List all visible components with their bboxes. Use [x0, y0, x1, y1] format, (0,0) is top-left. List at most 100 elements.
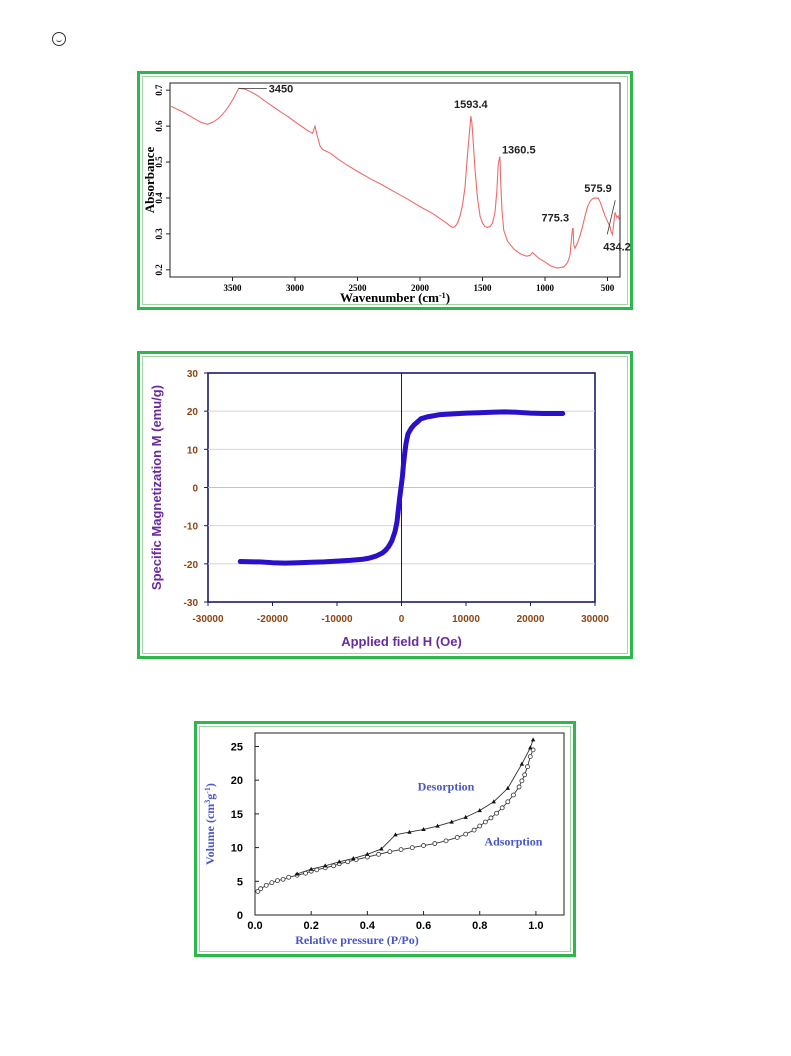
plot-frame — [169, 82, 621, 278]
adsorption-point — [286, 874, 292, 880]
adsorption-point — [494, 810, 499, 816]
x-tick-label: 1.0 — [528, 920, 543, 932]
desorption-point — [337, 859, 342, 864]
vsm-chart: -30000 -20000 -10000 0 10000 20000 30000 -30 -20… — [149, 369, 609, 649]
annotation-leader — [606, 200, 616, 235]
x-axis-label-end: ) — [446, 290, 450, 305]
y-tick-label: 10 — [187, 445, 199, 456]
adsorption-point — [409, 845, 415, 850]
x-axis-label-superscript: -1 — [439, 291, 446, 300]
y-axis-label-part: g — [203, 794, 217, 800]
x-tick-label: 2000 — [411, 283, 430, 293]
adsorption-point — [525, 764, 530, 770]
adsorption-point — [280, 876, 286, 882]
adsorption-point — [511, 792, 516, 798]
x-tick-label: 0.2 — [304, 920, 319, 932]
y-axis-label: Volume (cm3g-1) — [203, 783, 218, 865]
x-tick-label: 10000 — [452, 614, 480, 625]
desorption-point — [528, 745, 533, 750]
circled-smile-icon — [52, 32, 66, 46]
adsorption-point — [331, 863, 337, 869]
desorption-point — [530, 737, 536, 742]
adsorption-point — [477, 823, 483, 829]
x-tick-label: 2500 — [349, 283, 368, 293]
y-tick-label: -30 — [184, 598, 199, 609]
x-tick-label: 500 — [601, 283, 615, 293]
x-tick-label: 0.6 — [416, 920, 431, 932]
x-tick-label: -10000 — [321, 614, 353, 625]
adsorption-point — [463, 831, 469, 837]
desorption-point — [491, 799, 496, 804]
y-tick-label: 0.7 — [154, 84, 164, 96]
y-tick-label: 0.3 — [154, 228, 164, 240]
ftir-spectrum-line — [171, 87, 620, 269]
y-tick-label: 0.6 — [154, 120, 164, 132]
y-tick-label: 0.2 — [154, 264, 164, 276]
adsorption-point — [258, 886, 264, 892]
adsorption-point — [516, 784, 522, 790]
y-tick-label: 30 — [187, 369, 199, 380]
peak-label: 775.3 — [542, 213, 570, 225]
bet-panel — [194, 721, 576, 957]
y-tick-label: -10 — [184, 522, 199, 533]
peak-label: 1593.4 — [454, 99, 489, 111]
adsorption-point — [432, 841, 438, 846]
ftir-chart: 3500 3000 2500 2000 1500 1000 500 0.2 0.3 0.4 0.5 0… — [142, 82, 631, 305]
x-tick-label: 0 — [399, 614, 405, 625]
desorption-point — [393, 832, 398, 837]
series-label: Adsorption — [484, 835, 542, 849]
plot-frame — [254, 732, 565, 916]
y-axis-label-part: ) — [203, 783, 217, 787]
adsorption-line — [257, 749, 534, 892]
adsorption-point — [263, 882, 269, 888]
y-axis-label-part: -1 — [203, 787, 212, 794]
series-label: Desorption — [418, 779, 475, 793]
y-tick-label: 20 — [231, 775, 243, 787]
y-tick-label: 20 — [187, 407, 199, 418]
x-tick-label: 0.0 — [247, 920, 262, 932]
x-axis-label: Wavenumber (cm-1) — [340, 290, 450, 305]
y-tick-label: 5 — [237, 876, 243, 888]
x-tick-label: 0.8 — [472, 920, 487, 932]
x-tick-label: 1500 — [474, 283, 493, 293]
adsorption-point — [471, 827, 477, 833]
desorption-point — [449, 819, 454, 824]
adsorption-point — [269, 880, 275, 886]
adsorption-point — [443, 838, 449, 844]
desorption-point — [463, 814, 468, 819]
y-tick-label: 25 — [231, 741, 243, 753]
adsorption-point — [499, 805, 505, 811]
desorption-line — [296, 739, 534, 875]
y-axis-label: Specific Magnetization M (emu/g) — [149, 385, 164, 590]
desorption-point — [351, 855, 356, 860]
adsorption-point — [255, 889, 261, 894]
adsorption-point — [376, 851, 382, 857]
peak-label: 1360.5 — [502, 145, 536, 157]
desorption-point — [407, 829, 412, 834]
x-tick-label: -30000 — [192, 614, 224, 625]
x-tick-label: 30000 — [581, 614, 609, 625]
adsorption-point — [454, 835, 460, 840]
y-tick-label: -20 — [184, 560, 199, 571]
x-axis-label: Applied field H (Oe) — [341, 634, 462, 649]
ftir-panel — [137, 71, 633, 310]
peak-label: 434.2 — [603, 241, 631, 253]
y-tick-label: 0.5 — [154, 156, 164, 168]
x-tick-label: 3500 — [224, 283, 243, 293]
peak-label: 575.9 — [584, 183, 612, 195]
adsorption-point — [275, 878, 280, 884]
desorption-point — [323, 863, 328, 868]
peak-label: 3450 — [269, 83, 293, 95]
adsorption-point — [527, 754, 533, 759]
y-tick-label: 10 — [231, 843, 243, 855]
x-tick-label: 0.4 — [360, 920, 376, 932]
adsorption-point — [488, 815, 494, 821]
y-tick-label: 0 — [237, 910, 243, 922]
desorption-point — [505, 785, 511, 790]
y-tick-label: 0 — [192, 484, 198, 495]
adsorption-point — [482, 819, 488, 825]
adsorption-point — [398, 847, 404, 853]
y-tick-label: 0.4 — [154, 192, 164, 204]
adsorption-point — [519, 778, 525, 784]
x-axis-label: Relative pressure (P/Po) — [295, 933, 419, 947]
